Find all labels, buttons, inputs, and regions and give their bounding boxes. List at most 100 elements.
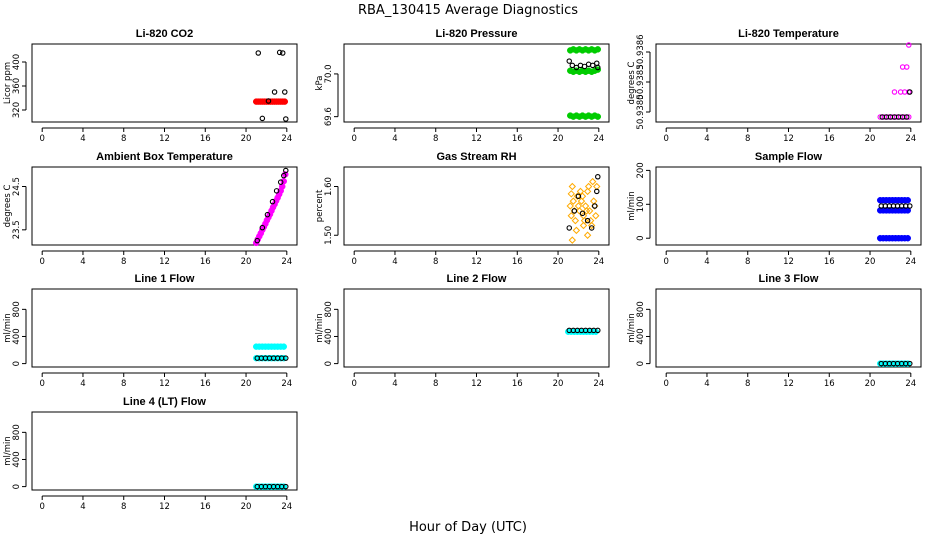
x-tick-label: 8	[121, 257, 126, 267]
x-tick-label: 20	[865, 134, 876, 144]
data-point	[582, 207, 591, 215]
data-point	[282, 89, 288, 95]
x-tick-label: 20	[241, 379, 252, 389]
y-tick-label: 0	[636, 236, 646, 241]
y-axis-label: ml/min	[627, 191, 637, 221]
y-axis-label: Licor ppm	[3, 62, 13, 104]
data-point	[566, 202, 574, 210]
plot-frame	[343, 288, 610, 368]
x-tick-label: 24	[281, 502, 292, 512]
data-point	[587, 221, 596, 230]
panel-title: Ambient Box Temperature	[96, 151, 233, 163]
data-point	[588, 225, 595, 231]
y-tick-label: 70.0	[324, 64, 334, 83]
data-point	[907, 203, 913, 209]
y-tick-label: 800	[324, 301, 334, 317]
y-axis-label: degrees C	[627, 62, 637, 105]
data-point	[581, 63, 588, 70]
data-point	[567, 212, 575, 220]
y-tick-label: 23.5	[12, 220, 22, 239]
plot-frame	[655, 166, 922, 246]
y-tick-label: 1.60	[324, 177, 334, 196]
y-tick-label: 200	[636, 162, 646, 178]
series-min	[876, 234, 911, 242]
data-point	[891, 89, 898, 95]
y-axis-label: kPa	[315, 76, 325, 91]
data-point	[568, 236, 577, 244]
panel-title: Gas Stream RH	[436, 151, 516, 163]
x-tick-label: 0	[39, 134, 44, 144]
panel-title: Li-820 Pressure	[436, 28, 518, 40]
data-point	[592, 212, 600, 220]
x-tick-label: 24	[281, 379, 292, 389]
data-point	[904, 234, 911, 242]
y-tick-label: 400	[324, 328, 334, 344]
panel-title: Line 1 Flow	[135, 273, 195, 285]
data-point	[594, 46, 602, 53]
data-point	[579, 221, 588, 230]
x-tick-label: 4	[80, 134, 85, 144]
data-point	[255, 50, 262, 56]
data-point	[581, 202, 590, 210]
data-point	[583, 187, 592, 196]
data-point	[904, 196, 911, 204]
x-tick-label: 24	[905, 257, 916, 267]
panel-4: Ambient Box Temperature 0 4 8 12 16 20 24 23.5 24…	[3, 151, 298, 267]
x-tick-label: 20	[865, 379, 876, 389]
x-tick-label: 4	[80, 502, 85, 512]
y-tick-label: 800	[12, 424, 22, 440]
y-axis-label: ml/min	[315, 313, 325, 343]
x-tick-label: 12	[159, 257, 170, 267]
x-tick-label: 8	[121, 502, 126, 512]
x-tick-label: 0	[351, 379, 356, 389]
panel-title: Line 3 Flow	[759, 273, 819, 285]
x-tick-label: 4	[704, 134, 709, 144]
data-point	[588, 177, 597, 186]
data-point	[907, 360, 913, 367]
x-tick-label: 16	[512, 379, 523, 389]
data-point	[593, 182, 601, 191]
data-point	[576, 187, 585, 196]
x-tick-label: 12	[471, 379, 482, 389]
x-tick-label: 20	[553, 257, 564, 267]
data-point	[571, 216, 580, 225]
x-tick-label: 24	[593, 134, 604, 144]
y-tick-label: 100	[636, 196, 646, 212]
y-axis-label: ml/min	[627, 313, 637, 343]
y-axis-label: degrees C	[3, 185, 13, 228]
data-point	[283, 483, 289, 490]
y-tick-label: 50.9383	[636, 64, 646, 99]
data-point	[584, 217, 591, 224]
x-tick-label: 4	[704, 257, 709, 267]
x-tick-label: 24	[905, 379, 916, 389]
x-tick-label: 20	[553, 379, 564, 389]
data-point	[269, 198, 276, 205]
series-average	[566, 174, 601, 231]
y-tick-label: 400	[12, 328, 22, 344]
series-max	[876, 196, 911, 204]
x-tick-label: 16	[200, 134, 211, 144]
x-tick-label: 24	[281, 257, 292, 267]
y-axis-label: ml/min	[3, 313, 13, 343]
x-tick-label: 12	[783, 257, 794, 267]
plot-frame	[31, 288, 298, 368]
figure-title: RBA_130415 Average Diagnostics	[358, 3, 578, 18]
x-tick-label: 16	[512, 257, 523, 267]
plot-frame	[343, 43, 610, 123]
x-tick-label: 0	[663, 134, 668, 144]
series-average	[254, 167, 289, 244]
data-point	[903, 64, 910, 70]
x-tick-label: 12	[471, 257, 482, 267]
x-tick-label: 16	[200, 502, 211, 512]
data-point	[280, 178, 287, 185]
plot-frame	[343, 166, 610, 246]
x-tick-label: 4	[392, 379, 397, 389]
data-point	[906, 42, 912, 48]
data-point	[575, 193, 582, 200]
series-average	[878, 360, 913, 367]
